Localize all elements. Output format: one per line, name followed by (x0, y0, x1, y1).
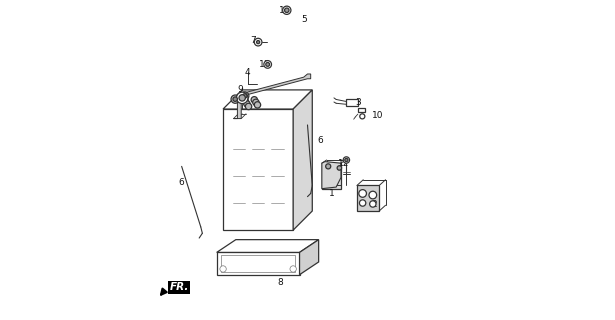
Polygon shape (223, 109, 293, 230)
Circle shape (244, 101, 250, 107)
Bar (322, 163, 341, 189)
Circle shape (285, 8, 289, 12)
Circle shape (326, 164, 331, 169)
Bar (357, 186, 379, 211)
Circle shape (231, 95, 239, 103)
Polygon shape (293, 90, 312, 230)
Circle shape (242, 98, 248, 105)
Polygon shape (322, 162, 341, 189)
Text: 11: 11 (279, 6, 291, 15)
Circle shape (264, 60, 271, 68)
Circle shape (254, 102, 261, 108)
Polygon shape (234, 74, 311, 119)
Circle shape (370, 201, 376, 207)
Polygon shape (216, 240, 319, 252)
Bar (221, 255, 295, 271)
Circle shape (343, 157, 349, 163)
Bar (359, 108, 365, 112)
Text: 10: 10 (372, 111, 383, 120)
Text: 7: 7 (250, 36, 256, 45)
Text: 8: 8 (277, 278, 284, 287)
Text: 1: 1 (328, 189, 335, 198)
Circle shape (360, 114, 365, 119)
Text: FR.: FR. (170, 282, 189, 292)
Text: 6: 6 (317, 136, 323, 145)
Circle shape (256, 41, 260, 44)
Circle shape (220, 266, 226, 272)
Circle shape (242, 94, 247, 98)
Text: 4: 4 (244, 68, 250, 77)
Circle shape (369, 191, 376, 199)
Circle shape (239, 95, 245, 101)
Circle shape (345, 158, 348, 162)
Text: 2: 2 (371, 200, 377, 209)
Circle shape (253, 99, 259, 106)
Text: 3: 3 (355, 98, 362, 107)
Text: 5: 5 (301, 15, 307, 24)
Text: 9: 9 (238, 85, 244, 94)
Circle shape (251, 97, 258, 103)
Circle shape (283, 6, 291, 14)
Polygon shape (216, 252, 300, 275)
Circle shape (359, 200, 366, 206)
Circle shape (236, 92, 248, 104)
Circle shape (337, 166, 341, 170)
Bar (346, 99, 358, 106)
Circle shape (254, 38, 262, 46)
Circle shape (266, 62, 269, 66)
Text: 6: 6 (179, 178, 184, 187)
Polygon shape (300, 240, 319, 275)
Circle shape (240, 92, 249, 100)
Circle shape (233, 97, 237, 101)
Polygon shape (223, 90, 312, 109)
Text: 12: 12 (338, 159, 350, 168)
Circle shape (359, 190, 367, 197)
Circle shape (290, 266, 296, 272)
Circle shape (245, 103, 252, 110)
Text: 11: 11 (259, 60, 270, 69)
